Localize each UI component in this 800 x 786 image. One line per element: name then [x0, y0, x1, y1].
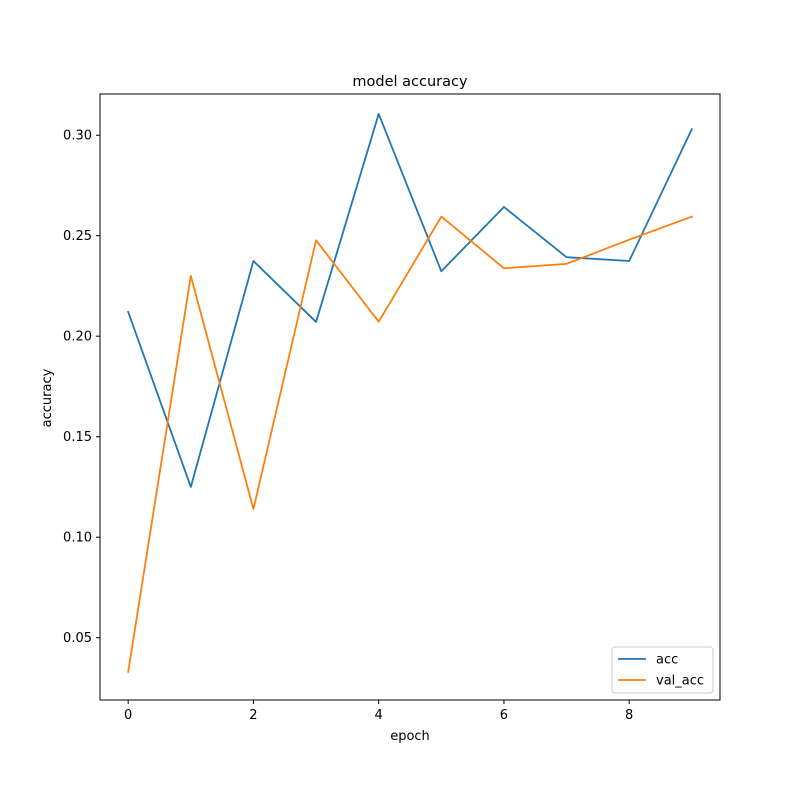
x-tick-label-4: 8	[625, 708, 633, 723]
axes: 0 2 4 6 8 0.05 0.10 0.15 0.20 0.25 0.30	[63, 93, 721, 723]
x-tick-label-0: 0	[124, 708, 132, 723]
y-tick-label-2: 0.15	[63, 430, 92, 445]
y-tick-label-5: 0.30	[63, 129, 92, 144]
series-line-val-acc	[127, 215, 693, 673]
legend: acc val_acc	[611, 646, 714, 694]
x-tick-label-2: 4	[375, 708, 383, 723]
x-tick-label-3: 6	[500, 708, 508, 723]
series-line-acc	[127, 113, 694, 488]
axes-frame	[99, 93, 721, 701]
plot-area	[127, 113, 694, 673]
legend-label-acc: acc	[656, 653, 678, 668]
y-axis-label: accuracy	[40, 368, 55, 427]
x-tick-label-1: 2	[249, 708, 257, 723]
y-tick-label-3: 0.20	[63, 330, 92, 345]
chart-title: model accuracy	[352, 74, 468, 90]
y-tick-label-4: 0.25	[63, 229, 92, 244]
x-axis-label: epoch	[390, 729, 430, 744]
y-tick-label-1: 0.10	[63, 531, 92, 546]
y-tick-label-0: 0.05	[63, 631, 92, 646]
legend-label-val-acc: val_acc	[656, 674, 704, 689]
